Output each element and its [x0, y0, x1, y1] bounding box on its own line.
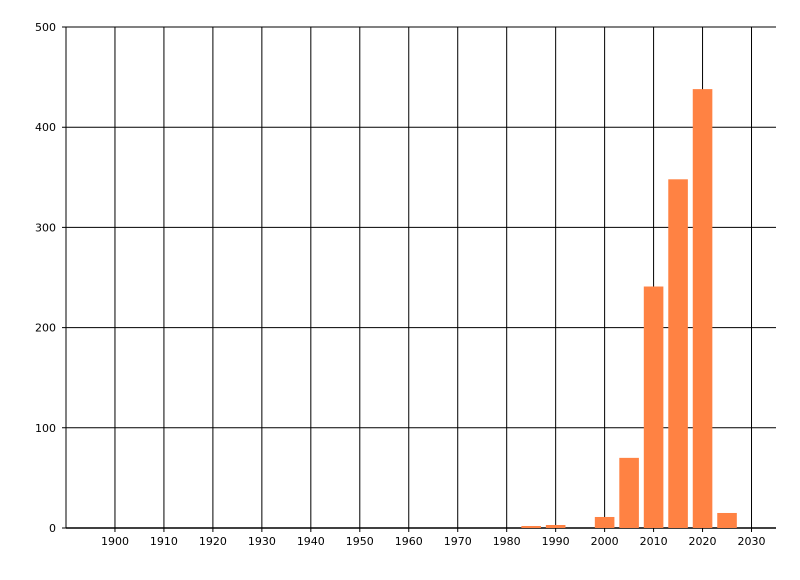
x-tick-label: 1910 [150, 535, 178, 548]
y-tick-label: 100 [35, 422, 56, 435]
bar-2020 [692, 89, 713, 529]
y-tick-label: 300 [35, 221, 56, 234]
x-tick-label: 2020 [689, 535, 717, 548]
x-tick-label: 2000 [591, 535, 619, 548]
x-tick-label: 1950 [346, 535, 374, 548]
y-tick-label: 0 [49, 522, 56, 535]
x-tick-label: 1970 [444, 535, 472, 548]
bar-2005 [619, 457, 639, 528]
x-tick-label: 1990 [542, 535, 570, 548]
x-tick-label: 1920 [199, 535, 227, 548]
y-tick-label: 500 [35, 21, 56, 34]
bar-2000 [594, 516, 615, 528]
bar-2025 [717, 512, 737, 528]
bar-2015 [668, 179, 688, 528]
y-tick-label: 400 [35, 121, 56, 134]
bar-2010 [643, 286, 664, 528]
bar-1990 [545, 524, 566, 528]
x-tick-label: 1960 [395, 535, 423, 548]
x-tick-label: 1930 [248, 535, 276, 548]
x-tick-label: 2030 [738, 535, 766, 548]
x-tick-label: 2010 [640, 535, 668, 548]
x-tick-label: 1940 [297, 535, 325, 548]
bar-1985 [521, 525, 541, 528]
y-tick-label: 200 [35, 322, 56, 335]
x-tick-label: 1980 [493, 535, 521, 548]
x-tick-label: 1900 [101, 535, 129, 548]
